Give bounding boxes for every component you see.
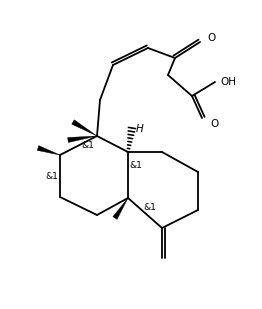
- Text: &1: &1: [81, 141, 94, 150]
- Text: O: O: [210, 119, 218, 129]
- Polygon shape: [37, 146, 60, 155]
- Text: OH: OH: [220, 77, 236, 87]
- Polygon shape: [113, 198, 128, 219]
- Text: H: H: [136, 124, 144, 134]
- Polygon shape: [68, 136, 97, 142]
- Text: &1: &1: [144, 204, 156, 213]
- Text: &1: &1: [46, 171, 58, 180]
- Text: O: O: [207, 33, 215, 43]
- Text: &1: &1: [130, 160, 143, 170]
- Polygon shape: [72, 120, 97, 136]
